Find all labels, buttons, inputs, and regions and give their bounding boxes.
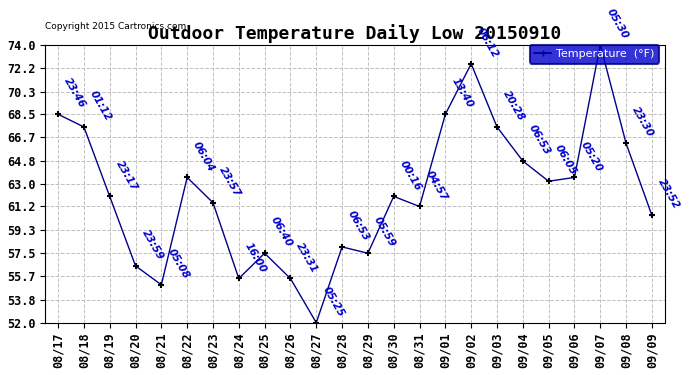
Text: 06:04: 06:04 — [191, 140, 217, 173]
Text: 06:40: 06:40 — [269, 215, 294, 249]
Text: 23:46: 23:46 — [62, 76, 88, 110]
Text: 20:28: 20:28 — [501, 89, 526, 123]
Text: 23:52: 23:52 — [656, 177, 681, 211]
Text: 05:08: 05:08 — [166, 247, 190, 280]
Text: Copyright 2015 Cartronics.com: Copyright 2015 Cartronics.com — [45, 22, 186, 31]
Title: Outdoor Temperature Daily Low 20150910: Outdoor Temperature Daily Low 20150910 — [148, 24, 562, 43]
Text: 06:12: 06:12 — [475, 26, 500, 60]
Text: 05:30: 05:30 — [604, 7, 630, 40]
Text: 00:16: 00:16 — [398, 159, 423, 192]
Text: 23:17: 23:17 — [114, 159, 139, 192]
Legend: Temperature  (°F): Temperature (°F) — [530, 45, 659, 64]
Text: 05:59: 05:59 — [372, 215, 397, 249]
Text: 04:57: 04:57 — [424, 169, 449, 202]
Text: 06:05: 06:05 — [553, 143, 578, 177]
Text: 06:53: 06:53 — [346, 209, 371, 243]
Text: 23:57: 23:57 — [217, 165, 242, 198]
Text: 01:12: 01:12 — [88, 89, 113, 123]
Text: 13:40: 13:40 — [449, 76, 475, 110]
Text: 23:31: 23:31 — [295, 241, 320, 274]
Text: 05:20: 05:20 — [579, 140, 604, 173]
Text: 23:59: 23:59 — [139, 228, 165, 262]
Text: 23:30: 23:30 — [630, 105, 656, 139]
Text: 05:25: 05:25 — [320, 285, 346, 318]
Text: 16:00: 16:00 — [243, 241, 268, 274]
Text: 06:53: 06:53 — [527, 123, 552, 157]
